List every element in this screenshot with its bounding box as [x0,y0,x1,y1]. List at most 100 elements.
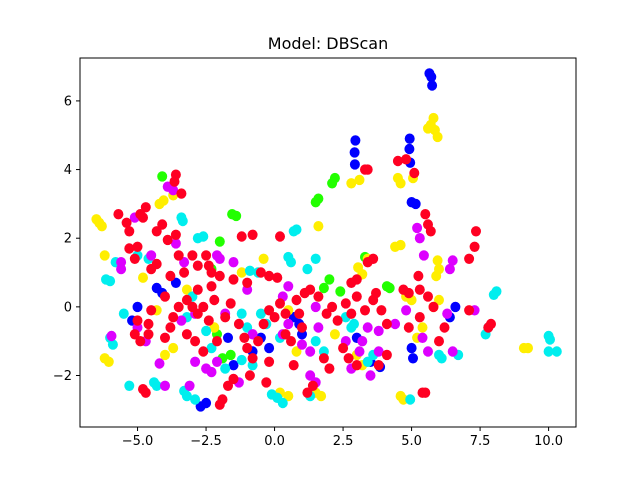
data-point-red [346,277,357,288]
data-point-blue [406,342,417,354]
data-point-cyan [310,336,321,347]
data-point-red [302,387,313,398]
data-point-yellow [96,221,107,232]
data-point-yellow [329,329,340,340]
data-point-red [269,312,280,323]
data-point-yellow [316,390,327,402]
data-point-red [140,387,151,398]
data-point-red [179,267,190,278]
data-point-red [414,312,425,323]
data-point-yellow [283,390,294,402]
data-point-cyan [310,253,321,264]
data-point-blue [426,71,437,83]
data-point-red [236,231,247,242]
data-point-red [181,329,192,340]
data-point-green [318,282,329,294]
data-point-red [214,399,225,410]
series-magenta [106,181,480,391]
data-point-magenta [168,185,179,196]
data-point-red [483,322,494,333]
data-point-magenta [373,325,384,337]
data-point-magenta [212,356,222,367]
data-point-red [439,322,450,333]
data-point-red [346,308,357,319]
data-point-blue [427,80,438,91]
data-point-yellow [417,322,428,333]
data-point-magenta [146,250,157,261]
data-point-yellow [160,349,170,361]
data-point-red [135,336,146,347]
y-tick-label: 4 [64,163,72,178]
data-point-red [272,272,283,283]
data-point-magenta [365,370,376,381]
series-yellow [91,112,533,405]
data-point-red [286,336,296,347]
data-point-green [335,286,346,297]
data-point-cyan [302,263,313,275]
data-point-yellow [423,123,433,134]
y-axis: −2 0 2 4 6 [53,94,80,384]
data-point-red [373,360,384,371]
points-layer [91,68,562,412]
x-tick-label: −2.5 [190,434,222,449]
data-point-red [165,270,176,282]
data-point-red [151,258,162,270]
data-point-red [212,336,222,347]
data-point-red [413,270,424,282]
data-point-red [381,349,392,361]
x-tick-label: 10.0 [534,434,563,449]
data-point-red [209,294,220,306]
data-point-green [327,178,338,189]
data-point-cyan [198,231,209,242]
data-point-red [138,212,148,223]
data-point-cyan [543,346,554,357]
data-point-cyan [118,308,129,319]
data-point-red [255,267,266,278]
chart-title: Model: DBScan [268,34,388,53]
data-point-red [434,336,444,347]
data-point-magenta [190,356,201,367]
data-point-red [206,281,217,292]
data-point-yellow [346,178,357,189]
data-point-red [428,301,439,313]
data-point-cyan [101,274,111,285]
data-point-red [190,336,201,347]
data-point-red [242,342,253,354]
data-point-red [160,332,170,343]
data-point-red [247,229,258,240]
data-point-yellow [99,250,110,261]
data-point-cyan [107,339,118,350]
data-point-blue [408,353,418,364]
data-point-yellow [434,294,444,306]
data-point-magenta [447,346,458,357]
data-point-red [264,270,275,282]
plot-frame [79,57,577,428]
data-point-magenta [414,233,425,244]
data-point-red [332,315,343,326]
data-point-magenta [116,263,127,275]
data-point-yellow [258,253,269,264]
data-point-cyan [201,325,212,337]
data-point-magenta [390,318,401,330]
data-point-cyan [349,318,359,330]
data-point-red [340,298,351,309]
data-point-red [228,274,239,285]
data-point-yellow [395,178,406,189]
data-point-magenta [423,346,433,357]
data-point-yellow [523,342,533,354]
data-point-green [324,274,335,285]
data-point-red [338,342,349,354]
data-point-magenta [176,315,187,326]
data-point-red [351,291,362,302]
data-point-green [384,282,395,294]
data-point-cyan [206,342,217,354]
data-point-magenta [313,322,324,333]
data-point-red [376,305,387,316]
data-point-red [124,243,135,254]
data-point-yellow [103,356,114,367]
data-point-red [121,217,132,228]
data-point-blue [350,135,361,146]
data-point-magenta [305,370,316,381]
data-point-magenta [362,322,373,333]
